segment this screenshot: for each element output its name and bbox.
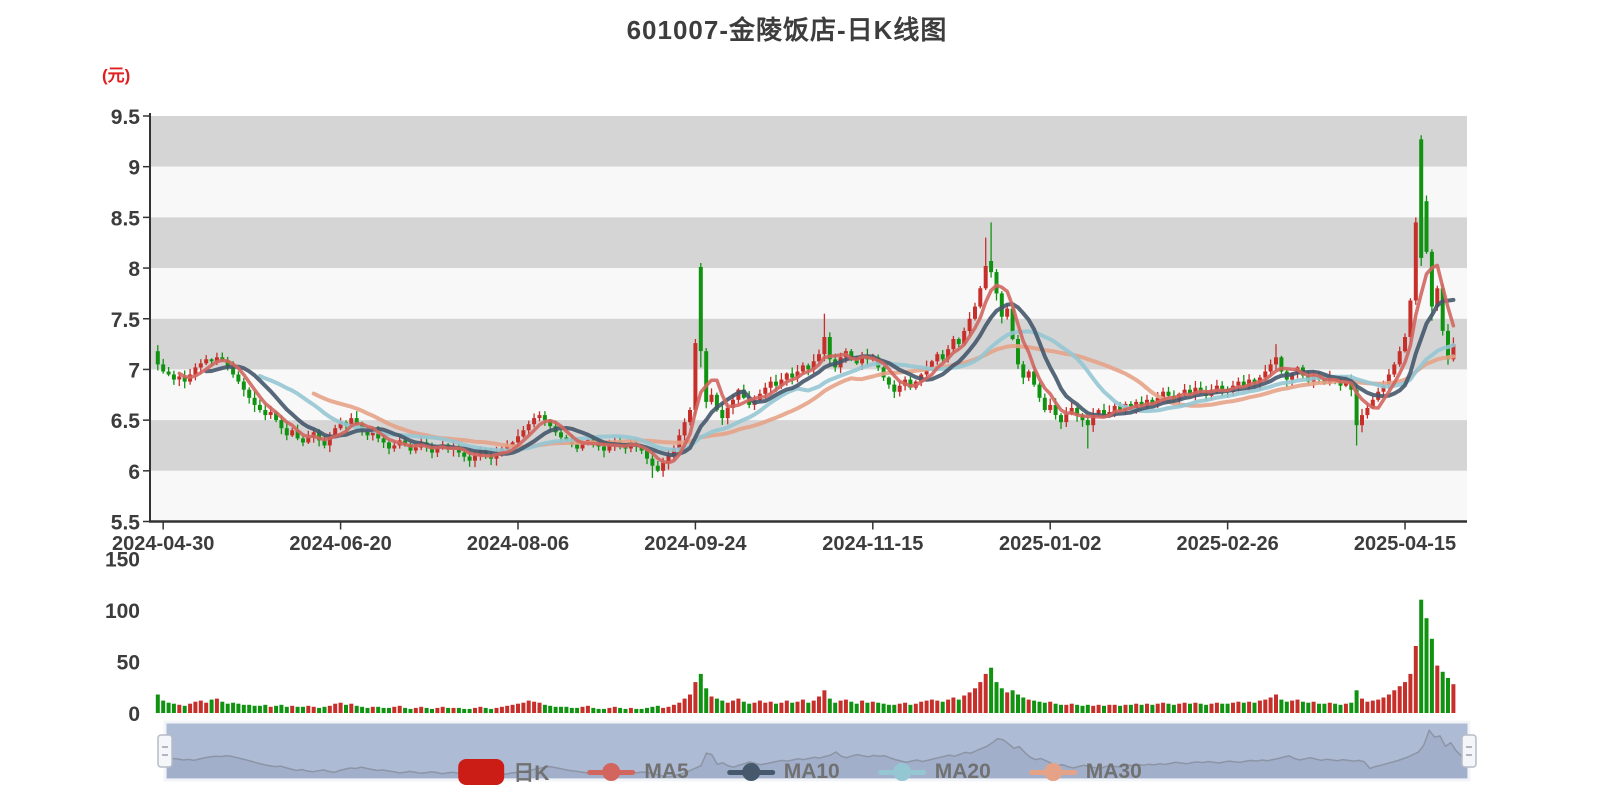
svg-text:2024-06-20: 2024-06-20 xyxy=(289,533,391,555)
legend-item-kline[interactable]: 日K xyxy=(458,757,549,787)
legend-label-ma5: MA5 xyxy=(644,760,689,783)
ma30-line xyxy=(311,344,1456,449)
legend-label-ma10: MA10 xyxy=(783,760,840,783)
svg-text:2024-04-30: 2024-04-30 xyxy=(112,533,214,555)
svg-text:2024-11-15: 2024-11-15 xyxy=(822,533,923,555)
price-axes xyxy=(143,113,1467,530)
svg-text:9.5: 9.5 xyxy=(111,106,141,129)
data-zoom-shadow-line xyxy=(166,728,1468,778)
svg-text:5.5: 5.5 xyxy=(111,512,141,535)
svg-text:6.5: 6.5 xyxy=(111,410,141,433)
data-zoom-left-handle[interactable] xyxy=(157,734,173,768)
svg-text:2024-08-06: 2024-08-06 xyxy=(467,533,569,555)
svg-text:7: 7 xyxy=(128,359,140,382)
ma20-legend-icon xyxy=(877,761,926,783)
legend-item-ma10[interactable]: MA10 xyxy=(726,760,840,784)
svg-text:2024-09-24: 2024-09-24 xyxy=(644,533,747,555)
data-zoom-slider[interactable] xyxy=(157,720,1477,782)
price-unit-label: (元) xyxy=(102,66,131,85)
data-zoom-shadow-area xyxy=(167,730,1467,778)
svg-text:9: 9 xyxy=(128,157,140,180)
svg-text:2025-01-02: 2025-01-02 xyxy=(999,533,1101,555)
svg-text:150: 150 xyxy=(105,549,140,572)
y-axis-labels: 9.5 9 8.5 8 7.5 7 6.5 6 5.5 xyxy=(111,106,141,535)
volume-pane[interactable] xyxy=(155,599,1456,714)
data-zoom-right-handle[interactable] xyxy=(1461,734,1477,768)
legend-item-ma20[interactable]: MA20 xyxy=(877,760,991,784)
plot-bands xyxy=(150,116,1467,522)
svg-text:2025-04-15: 2025-04-15 xyxy=(1354,533,1456,555)
x-axis-labels: 2024-04-30 2024-06-20 2024-08-06 2024-09-24… xyxy=(112,533,1456,555)
legend-label-kline: 日K xyxy=(513,762,550,785)
chart-legend: 日K MA5 MA10 MA20 MA30 xyxy=(458,757,1142,787)
svg-text:100: 100 xyxy=(105,600,140,623)
svg-text:8.5: 8.5 xyxy=(111,207,141,230)
svg-text:0: 0 xyxy=(128,703,140,726)
svg-text:6: 6 xyxy=(128,461,140,484)
svg-text:7.5: 7.5 xyxy=(111,309,141,332)
ma10-line xyxy=(204,297,1456,458)
legend-item-ma5[interactable]: MA5 xyxy=(587,760,689,784)
ma20-line xyxy=(257,329,1456,453)
svg-text:8: 8 xyxy=(128,258,140,281)
ma5-line xyxy=(177,263,1456,465)
ma10-legend-icon xyxy=(726,761,775,783)
ma5-legend-icon xyxy=(587,761,636,783)
legend-label-ma30: MA30 xyxy=(1085,760,1142,783)
ma30-legend-icon xyxy=(1028,761,1077,783)
legend-item-ma30[interactable]: MA30 xyxy=(1028,760,1142,784)
chart-title: 601007-金陵饭店-日K线图 xyxy=(626,15,948,45)
kline-legend-swatch-icon xyxy=(458,759,505,785)
svg-text:50: 50 xyxy=(117,652,140,675)
legend-label-ma20: MA20 xyxy=(934,760,991,783)
volume-axis-labels: 150 100 50 0 xyxy=(105,549,140,727)
svg-text:2025-02-26: 2025-02-26 xyxy=(1176,533,1278,555)
